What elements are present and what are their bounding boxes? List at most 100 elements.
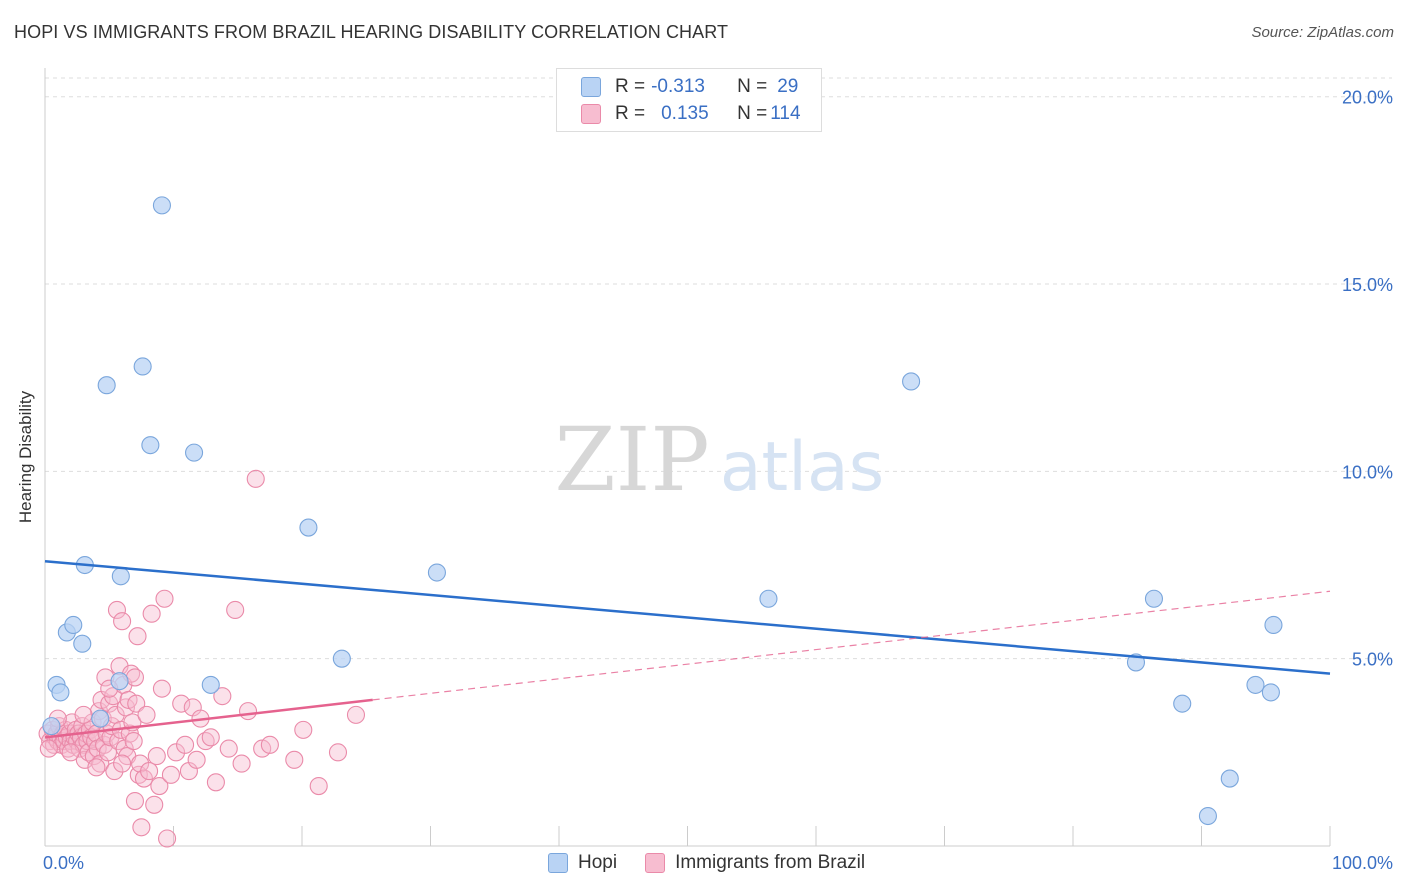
hopi-point xyxy=(152,196,171,215)
hopi-legend-swatch xyxy=(548,853,568,873)
hopi-point xyxy=(759,589,778,608)
axes xyxy=(44,68,1331,847)
brazil-point xyxy=(285,750,304,769)
brazil-point xyxy=(74,705,93,724)
tick-labels: 5.0% 10.0% 15.0% 20.0% 0.0% 100.0% xyxy=(43,88,1393,873)
x-tick-label: 0.0% xyxy=(43,853,84,873)
brazil-trend-line xyxy=(44,698,373,739)
hopi-point xyxy=(1246,675,1265,694)
hopi-n-value: 29 xyxy=(777,76,799,97)
brazil-point xyxy=(260,735,279,754)
correlation-legend: R = -0.313 N = 29 R = 0.135 N = 114 xyxy=(556,68,822,132)
hopi-point xyxy=(91,709,110,728)
hopi-swatch xyxy=(581,77,601,97)
hopi-point xyxy=(332,649,351,668)
brazil-point xyxy=(39,739,58,758)
brazil-r-label: R = xyxy=(615,103,646,124)
hopi-point xyxy=(110,672,129,691)
hopi-point xyxy=(51,683,70,702)
x-tick-label: 100.0% xyxy=(1332,853,1393,873)
brazil-point xyxy=(131,754,150,773)
brazil-point xyxy=(167,743,186,762)
brazil-point xyxy=(145,795,164,814)
y-tick-label: 15.0% xyxy=(1342,275,1393,295)
brazil-point xyxy=(232,754,251,773)
brazil-legend-swatch xyxy=(645,853,666,873)
brazil-point xyxy=(213,687,232,706)
hopi-point xyxy=(1198,806,1217,826)
brazil-point xyxy=(219,739,238,758)
hopi-r-label: R = xyxy=(615,76,646,97)
brazil-r-value: 0.135 xyxy=(661,103,709,124)
brazil-point xyxy=(172,694,191,713)
brazil-n-label: N = xyxy=(737,103,768,124)
hopi-point xyxy=(1220,769,1239,788)
brazil-point xyxy=(125,668,144,687)
brazil-point xyxy=(206,773,225,792)
brazil-point xyxy=(309,777,328,796)
hopi-point xyxy=(902,372,921,391)
hopi-point xyxy=(427,563,446,582)
hopi-legend-label: Hopi xyxy=(578,852,618,873)
brazil-n-value: 114 xyxy=(770,103,801,124)
source-label: Source: ZipAtlas.com xyxy=(1251,24,1394,41)
watermark-zip: ZIP xyxy=(554,408,709,511)
brazil-point xyxy=(155,589,174,608)
hopi-point xyxy=(73,634,92,653)
hopi-point xyxy=(64,615,83,635)
brazil-point xyxy=(246,469,265,488)
hopi-point xyxy=(1173,694,1192,713)
hopi-point xyxy=(133,357,152,376)
chart-title: HOPI VS IMMIGRANTS FROM BRAZIL HEARING D… xyxy=(14,22,729,42)
hopi-point xyxy=(185,443,204,462)
brazil-point xyxy=(105,762,124,781)
brazil-point xyxy=(226,600,245,620)
brazil-point xyxy=(346,705,366,724)
hopi-r-value: -0.313 xyxy=(651,76,705,97)
hopi-point xyxy=(1144,589,1164,608)
hopi-trend-line xyxy=(44,560,1331,675)
brazil-point xyxy=(87,758,106,777)
brazil-trend-extension xyxy=(372,590,1331,701)
y-tick-label: 10.0% xyxy=(1342,462,1393,482)
hopi-point xyxy=(42,717,61,736)
brazil-points xyxy=(38,469,366,848)
legend-row-brazil: R = 0.135 N = 114 xyxy=(581,102,801,126)
brazil-point xyxy=(113,754,132,773)
brazil-point xyxy=(125,791,144,811)
brazil-point xyxy=(161,765,180,784)
brazil-point xyxy=(127,694,146,713)
hopi-point xyxy=(1264,615,1283,635)
brazil-point xyxy=(124,732,143,751)
hopi-points xyxy=(42,196,1283,826)
hopi-point xyxy=(141,436,160,455)
brazil-point xyxy=(187,750,206,769)
brazil-point xyxy=(150,777,169,796)
series-legend: Hopi Immigrants from Brazil xyxy=(548,852,865,874)
brazil-point xyxy=(107,600,127,620)
y-tick-label: 20.0% xyxy=(1342,88,1393,108)
grid-lines xyxy=(45,77,1392,660)
hopi-n-label: N = xyxy=(737,76,768,97)
brazil-point xyxy=(137,705,156,724)
watermark-atlas: atlas xyxy=(720,428,884,507)
brazil-point xyxy=(147,747,166,766)
legend-row-hopi: R = -0.313 N = 29 xyxy=(581,75,798,99)
brazil-point xyxy=(176,735,195,754)
brazil-point xyxy=(238,702,258,721)
watermark: ZIP atlas xyxy=(554,408,884,511)
brazil-point xyxy=(328,743,348,762)
trend-lines xyxy=(44,560,1331,739)
brazil-point xyxy=(128,627,147,646)
brazil-point xyxy=(116,698,136,717)
brazil-point xyxy=(140,762,159,781)
hopi-point xyxy=(97,376,116,395)
y-tick-label: 5.0% xyxy=(1352,650,1393,670)
hopi-point xyxy=(1261,683,1280,702)
hopi-point xyxy=(299,518,318,537)
brazil-point xyxy=(152,679,171,698)
hopi-point xyxy=(111,567,130,586)
brazil-point xyxy=(61,743,80,762)
brazil-point xyxy=(142,604,161,623)
